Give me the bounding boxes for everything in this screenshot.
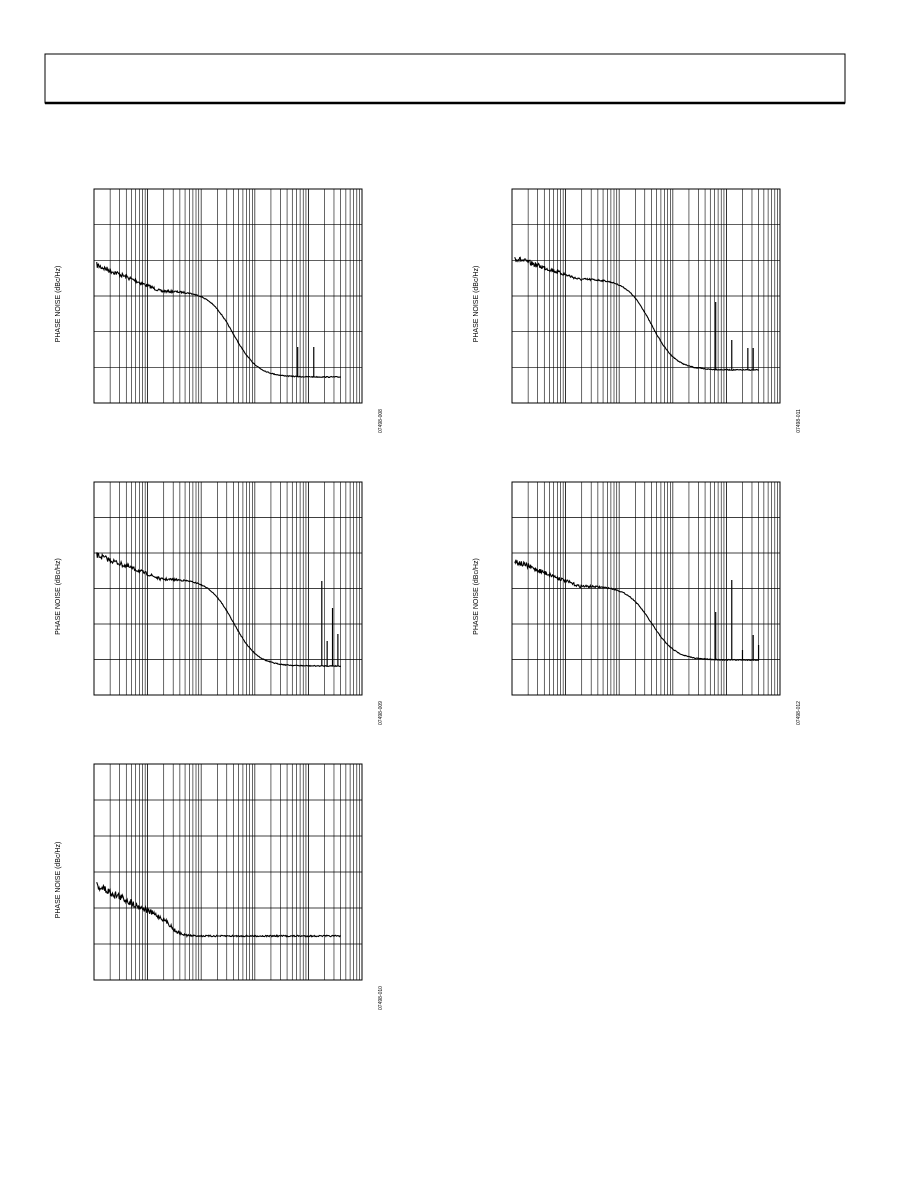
plot-frame xyxy=(93,188,363,404)
trace xyxy=(514,256,759,372)
figure: PHASE NOISE (dBc/Hz) 07498-010 xyxy=(55,763,384,1010)
y-axis-label: PHASE NOISE (dBc/Hz) xyxy=(473,558,480,635)
header-box xyxy=(44,53,846,104)
figure-code: 07498-012 xyxy=(796,701,802,725)
figure: PHASE NOISE (dBc/Hz) 07498-012 xyxy=(473,481,802,725)
y-axis-label: PHASE NOISE (dBc/Hz) xyxy=(55,266,62,343)
figure-code: 07498-008 xyxy=(378,409,384,433)
figure: PHASE NOISE (dBc/Hz) 07498-009 xyxy=(55,481,384,725)
trace xyxy=(96,882,341,938)
plot-frame xyxy=(511,188,781,404)
plot-frame xyxy=(511,481,781,696)
y-axis-label: PHASE NOISE (dBc/Hz) xyxy=(55,842,62,919)
plot-frame xyxy=(93,481,363,696)
figure-code: 07498-011 xyxy=(796,409,802,433)
figure: PHASE NOISE (dBc/Hz) 07498-008 xyxy=(55,188,384,433)
trace xyxy=(514,559,759,662)
figure-code: 07498-010 xyxy=(378,986,384,1010)
y-axis-label: PHASE NOISE (dBc/Hz) xyxy=(473,266,480,343)
trace xyxy=(96,552,341,668)
y-axis-label: PHASE NOISE (dBc/Hz) xyxy=(55,558,62,635)
trace xyxy=(96,262,341,379)
figure-code: 07498-009 xyxy=(378,701,384,725)
figure: PHASE NOISE (dBc/Hz) 07498-011 xyxy=(473,188,802,433)
plot-frame xyxy=(93,763,363,981)
